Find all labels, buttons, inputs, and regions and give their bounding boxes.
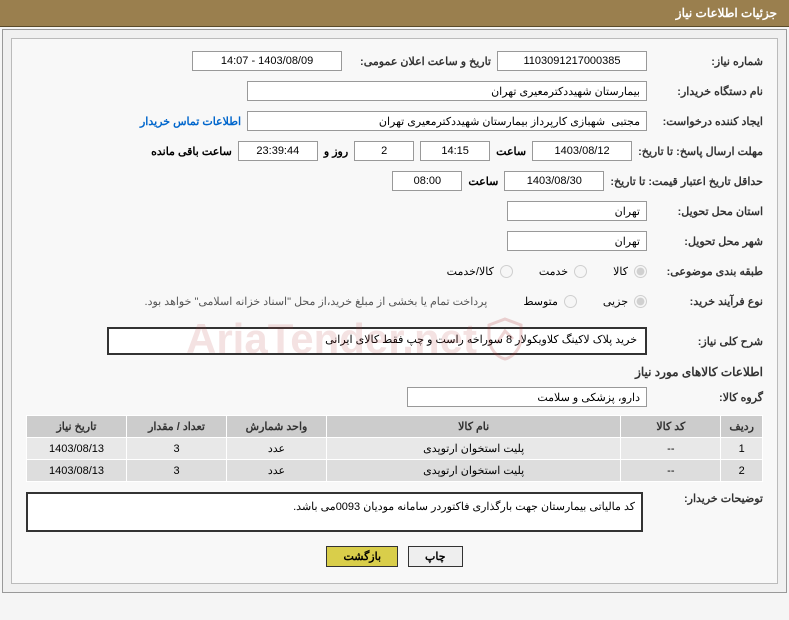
th-row: ردیف: [721, 416, 763, 438]
deadline-time-input: [420, 141, 490, 161]
goods-section-title: اطلاعات کالاهای مورد نیاز: [26, 365, 763, 379]
province-input: [507, 201, 647, 221]
radio-medium-group: متوسط: [523, 295, 577, 308]
table-cell: --: [621, 438, 721, 460]
radio-goods-label: کالا: [613, 265, 628, 278]
th-code: کد کالا: [621, 416, 721, 438]
th-date: تاریخ نیاز: [27, 416, 127, 438]
table-row: 1--پلیت استخوان ارتوپدیعدد31403/08/13: [27, 438, 763, 460]
announce-input: [192, 51, 342, 71]
need-no-input: [497, 51, 647, 71]
radio-service-label: خدمت: [539, 265, 568, 278]
table-row: 2--پلیت استخوان ارتوپدیعدد31403/08/13: [27, 460, 763, 482]
group-input: [407, 387, 647, 407]
table-cell: 3: [127, 460, 227, 482]
contact-link[interactable]: اطلاعات تماس خریدار: [140, 115, 241, 128]
city-label: شهر محل تحویل:: [653, 235, 763, 248]
time-label-2: ساعت: [468, 175, 498, 188]
validity-label: حداقل تاریخ اعتبار قیمت: تا تاریخ:: [610, 175, 763, 188]
th-name: نام کالا: [327, 416, 621, 438]
deadline-date-input: [532, 141, 632, 161]
group-label: گروه کالا:: [653, 391, 763, 404]
print-button[interactable]: چاپ: [408, 546, 463, 567]
table-header-row: ردیف کد کالا نام کالا واحد شمارش تعداد /…: [27, 416, 763, 438]
countdown-input: [238, 141, 318, 161]
radio-goods: [634, 265, 647, 278]
validity-time-input: [392, 171, 462, 191]
table-cell: 2: [721, 460, 763, 482]
goods-table: ردیف کد کالا نام کالا واحد شمارش تعداد /…: [26, 415, 763, 482]
summary-box: خرید پلاک لاکینگ کلاویکولار 8 سوراخه راس…: [107, 327, 647, 355]
days-remaining-input: [354, 141, 414, 161]
radio-goods-group: کالا: [613, 265, 647, 278]
table-cell: 1403/08/13: [27, 438, 127, 460]
radio-service: [574, 265, 587, 278]
city-input: [507, 231, 647, 251]
table-cell: 1: [721, 438, 763, 460]
table-cell: عدد: [227, 460, 327, 482]
buyer-note-label: توضیحات خریدار:: [653, 492, 763, 505]
validity-date-input: [504, 171, 604, 191]
remaining-text: ساعت باقی مانده: [151, 145, 232, 158]
table-cell: 1403/08/13: [27, 460, 127, 482]
radio-partial-group: جزیی: [603, 295, 647, 308]
requester-input: [247, 111, 647, 131]
need-no-label: شماره نیاز:: [653, 55, 763, 68]
radio-both: [500, 265, 513, 278]
deadline-send-label: مهلت ارسال پاسخ: تا تاریخ:: [638, 145, 763, 158]
radio-medium-label: متوسط: [523, 295, 558, 308]
buyer-org-input: [247, 81, 647, 101]
table-cell: 3: [127, 438, 227, 460]
requester-label: ایجاد کننده درخواست:: [653, 115, 763, 128]
radio-service-group: خدمت: [539, 265, 587, 278]
th-unit: واحد شمارش: [227, 416, 327, 438]
radio-both-group: کالا/خدمت: [447, 265, 513, 278]
days-text: روز و: [324, 145, 348, 158]
table-cell: پلیت استخوان ارتوپدی: [327, 460, 621, 482]
summary-label: شرح کلی نیاز:: [653, 335, 763, 348]
radio-medium: [564, 295, 577, 308]
buyer-note-box: کد مالیاتی بیمارستان جهت بارگذاری فاکتور…: [26, 492, 643, 532]
th-qty: تعداد / مقدار: [127, 416, 227, 438]
table-cell: پلیت استخوان ارتوپدی: [327, 438, 621, 460]
payment-note: پرداخت تمام یا بخشی از مبلغ خرید،از محل …: [145, 295, 488, 308]
table-cell: --: [621, 460, 721, 482]
back-button[interactable]: بازگشت: [326, 546, 398, 567]
content-frame: شماره نیاز: تاریخ و ساعت اعلان عمومی: نا…: [2, 29, 787, 593]
announce-label: تاریخ و ساعت اعلان عمومی:: [360, 55, 491, 68]
panel-header: جزئیات اطلاعات نیاز: [0, 0, 789, 27]
form-panel: شماره نیاز: تاریخ و ساعت اعلان عمومی: نا…: [11, 38, 778, 584]
table-cell: عدد: [227, 438, 327, 460]
province-label: استان محل تحویل:: [653, 205, 763, 218]
buyer-org-label: نام دستگاه خریدار:: [653, 85, 763, 98]
radio-partial: [634, 295, 647, 308]
radio-partial-label: جزیی: [603, 295, 628, 308]
process-label: نوع فرآیند خرید:: [653, 295, 763, 308]
category-label: طبقه بندی موضوعی:: [653, 265, 763, 278]
radio-both-label: کالا/خدمت: [447, 265, 494, 278]
time-label-1: ساعت: [496, 145, 526, 158]
